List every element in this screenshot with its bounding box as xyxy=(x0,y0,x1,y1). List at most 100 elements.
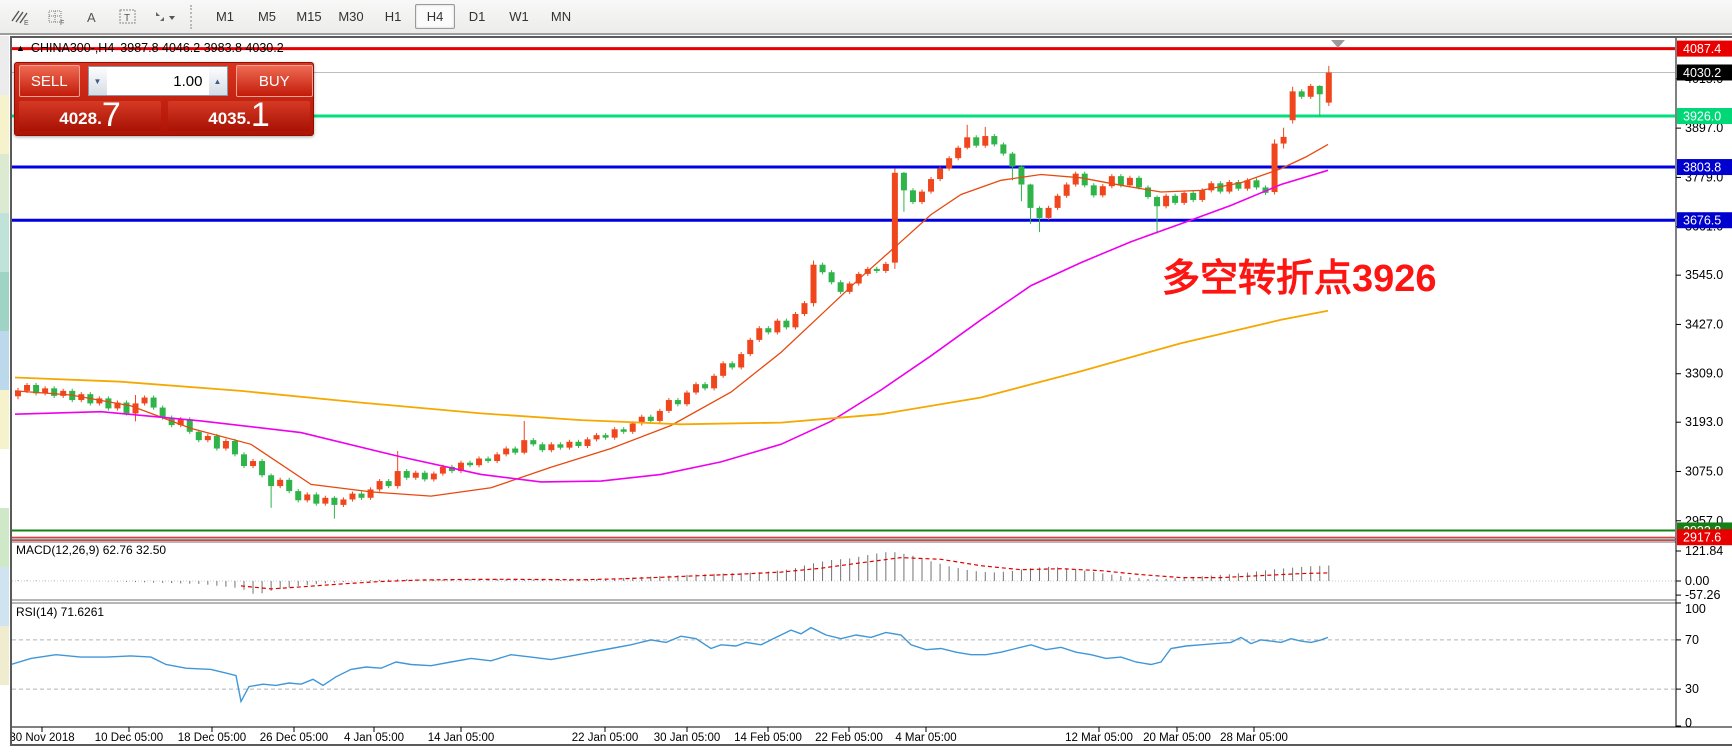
timeframe-button-W1[interactable]: W1 xyxy=(509,9,529,24)
volume-stepper: ▼ 1.00 ▲ xyxy=(87,66,228,96)
svg-text:18 Dec 05:00: 18 Dec 05:00 xyxy=(178,732,246,744)
svg-text:0: 0 xyxy=(1685,716,1692,730)
one-click-trade-panel: SELL ▼ 1.00 ▲ BUY 4028. 7 4035. 1 xyxy=(14,62,314,136)
buy-price: 4035 xyxy=(208,109,247,128)
sell-price-button[interactable]: 4028. 7 xyxy=(19,96,161,135)
svg-text:12 Mar 05:00: 12 Mar 05:00 xyxy=(1065,732,1133,744)
arrows-icon[interactable] xyxy=(148,3,180,31)
svg-text:4 Mar 05:00: 4 Mar 05:00 xyxy=(895,732,956,744)
market-watch-cell xyxy=(0,449,9,508)
timeframe-button-M15[interactable]: M15 xyxy=(296,9,322,24)
svg-text:3427.0: 3427.0 xyxy=(1685,317,1723,331)
indicators-icon[interactable]: E xyxy=(4,3,36,31)
svg-text:30 Jan 05:00: 30 Jan 05:00 xyxy=(654,732,721,744)
svg-text:2917.6: 2917.6 xyxy=(1683,531,1721,545)
timeframe-button-H4[interactable]: H4 xyxy=(415,4,455,29)
svg-text:26 Dec 05:00: 26 Dec 05:00 xyxy=(260,732,328,744)
svg-text:3803.8: 3803.8 xyxy=(1683,161,1721,175)
market-watch-cell xyxy=(0,213,9,272)
macd-label: MACD(12,26,9) 62.76 32.50 xyxy=(16,543,167,557)
timeframe-button-M5[interactable]: M5 xyxy=(257,9,277,24)
market-watch-cell xyxy=(0,331,9,390)
svg-text:F: F xyxy=(60,20,64,26)
timeframe-button-H1[interactable]: H1 xyxy=(384,9,402,24)
svg-text:22 Feb 05:00: 22 Feb 05:00 xyxy=(815,732,883,744)
ohlc-values: 3987.8 4046.2 3983.8 4030.2 xyxy=(120,41,284,55)
top-toolbar: E F A T M1 M5 M15 M30 H1 H4 D1 W1 MN xyxy=(0,0,1732,35)
svg-text:4030.2: 4030.2 xyxy=(1683,66,1721,80)
price-badge-3676.5: 3676.5 xyxy=(1677,212,1732,229)
price-badge-4087.4: 4087.4 xyxy=(1677,40,1732,57)
buy-price-dot: . xyxy=(246,109,251,128)
rsi-line xyxy=(11,626,1329,704)
market-watch-cell xyxy=(0,567,9,626)
timeframe-button-M30[interactable]: M30 xyxy=(338,9,364,24)
market-watch-edge xyxy=(0,36,9,744)
svg-text:121.84: 121.84 xyxy=(1685,544,1723,558)
svg-text:14 Jan 05:00: 14 Jan 05:00 xyxy=(428,732,495,744)
svg-text:3676.5: 3676.5 xyxy=(1683,214,1721,228)
sell-price-pip: 7 xyxy=(101,96,121,135)
grid-icon[interactable]: F xyxy=(40,3,72,31)
sell-price-dot: . xyxy=(97,109,102,128)
toolbar-separator xyxy=(190,4,198,29)
volume-increase-button[interactable]: ▲ xyxy=(208,67,227,95)
timeframe-button-D1[interactable]: D1 xyxy=(468,9,486,24)
sell-button[interactable]: SELL xyxy=(19,65,80,97)
svg-text:3309.0: 3309.0 xyxy=(1685,367,1723,381)
svg-text:10 Dec 05:00: 10 Dec 05:00 xyxy=(95,732,163,744)
timeframe-buttons-group: M1 M5 M15 M30 H1 H4 D1 W1 MN xyxy=(204,4,582,29)
rsi-label: RSI(14) 71.6261 xyxy=(16,605,105,619)
buy-price-button[interactable]: 4035. 1 xyxy=(168,96,310,135)
svg-text:70: 70 xyxy=(1685,633,1699,647)
chart-canvas[interactable]: 4015.03897.03779.03661.03545.03427.03309… xyxy=(11,37,1732,745)
macd-pane xyxy=(12,552,1675,594)
timeframe-button-MN[interactable]: MN xyxy=(550,9,572,24)
svg-text:22 Jan 05:00: 22 Jan 05:00 xyxy=(572,732,639,744)
market-watch-cell xyxy=(0,154,9,213)
chart-window-border xyxy=(11,37,1732,745)
scroll-end-marker-icon[interactable] xyxy=(1331,40,1345,48)
buy-button[interactable]: BUY xyxy=(235,65,313,97)
date-axis[interactable]: 30 Nov 2018 10 Dec 05:00 18 Dec 05:00 26 De… xyxy=(11,726,1732,744)
market-watch-cell xyxy=(0,626,9,685)
svg-text:0.00: 0.00 xyxy=(1685,574,1709,588)
volume-decrease-button[interactable]: ▼ xyxy=(88,67,107,95)
chart-window: 4015.03897.03779.03661.03545.03427.03309… xyxy=(10,36,1732,746)
svg-text:3926.0: 3926.0 xyxy=(1683,110,1721,124)
collapse-arrow-icon[interactable]: ▲ xyxy=(16,43,25,53)
market-watch-cell xyxy=(0,95,9,154)
price-axis[interactable]: 4015.03897.03779.03661.03545.03427.03309… xyxy=(1675,37,1732,730)
svg-text:100: 100 xyxy=(1685,602,1706,616)
chart-title: ▲ CHINA300-,H4 3987.8 4046.2 3983.8 4030… xyxy=(16,41,284,55)
symbol-name: CHINA300-,H4 xyxy=(30,41,115,55)
candles xyxy=(15,65,1332,519)
market-watch-cell xyxy=(0,36,9,95)
ma-fast-line xyxy=(14,143,1329,497)
svg-text:4087.4: 4087.4 xyxy=(1683,42,1721,56)
market-watch-cell xyxy=(0,685,9,744)
price-badge-4030.2: 4030.2 xyxy=(1677,64,1732,81)
svg-text:20 Mar 05:00: 20 Mar 05:00 xyxy=(1143,732,1211,744)
svg-text:30 Nov 2018: 30 Nov 2018 xyxy=(11,732,75,744)
rsi-pane xyxy=(11,626,1675,704)
svg-text:A: A xyxy=(87,10,96,25)
svg-text:-57.26: -57.26 xyxy=(1685,588,1720,602)
svg-text:4 Jan 05:00: 4 Jan 05:00 xyxy=(344,732,404,744)
svg-text:30: 30 xyxy=(1685,682,1699,696)
buy-price-pip: 1 xyxy=(250,96,270,135)
text-label-icon[interactable]: T xyxy=(112,3,144,31)
svg-text:28 Mar 05:00: 28 Mar 05:00 xyxy=(1220,732,1288,744)
price-badge-3926.0: 3926.0 xyxy=(1677,108,1732,125)
text-icon[interactable]: A xyxy=(76,3,108,31)
price-badge-3803.8: 3803.8 xyxy=(1677,159,1732,176)
volume-input[interactable]: 1.00 xyxy=(106,67,209,95)
svg-text:3075.0: 3075.0 xyxy=(1685,464,1723,478)
market-watch-cell xyxy=(0,390,9,449)
timeframe-button-M1[interactable]: M1 xyxy=(215,9,235,24)
market-watch-cell xyxy=(0,272,9,331)
market-watch-cell xyxy=(0,508,9,567)
svg-text:E: E xyxy=(24,20,29,26)
